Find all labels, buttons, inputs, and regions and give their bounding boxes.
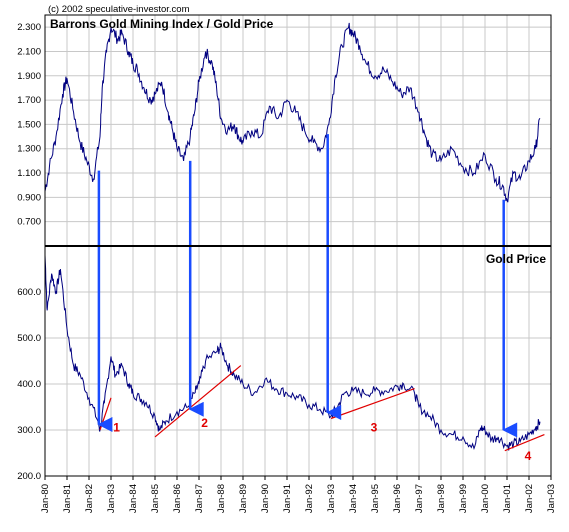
annotation-label-2: 2 (201, 416, 208, 430)
x-tick-label: Jan-95 (370, 484, 381, 513)
support-trendline (504, 434, 545, 452)
annotation-labels: 1 2 3 4 (113, 416, 531, 463)
copyright-text: (c) 2002 speculative-investor.com (48, 4, 190, 15)
support-trendline (330, 388, 415, 420)
lower-y-tick-label: 200.0 (17, 471, 41, 482)
x-tick-label: Jan-91 (282, 484, 293, 513)
upper-y-tick-label: 1.900 (17, 71, 41, 82)
x-tick-label: Jan-92 (304, 484, 315, 513)
x-tick-label: Jan-86 (172, 484, 183, 513)
x-axis: Jan-80 Jan-81 Jan-82 Jan-83 Jan-84 Jan-85 Jan-… (40, 476, 557, 513)
upper-y-tick-label: 0.700 (17, 217, 41, 228)
x-tick-label: Jan-02 (524, 484, 535, 513)
annotation-label-4: 4 (525, 449, 532, 463)
x-tick-label: Jan-00 (480, 484, 491, 513)
lower-y-tick-label: 400.0 (17, 379, 41, 390)
lower-chart-title: Gold Price (486, 252, 546, 266)
upper-y-tick-label: 1.500 (17, 119, 41, 130)
x-tick-label: Jan-88 (216, 484, 227, 513)
x-tick-label: Jan-83 (106, 484, 117, 513)
upper-y-tick-label: 1.700 (17, 95, 41, 106)
x-tick-label: Jan-97 (414, 484, 425, 513)
lower-y-axis: 200.0 300.0 400.0 500.0 600.0 (17, 287, 41, 482)
upper-y-tick-label: 2.300 (17, 22, 41, 33)
x-tick-label: Jan-81 (62, 484, 73, 513)
x-tick-label: Jan-98 (436, 484, 447, 513)
ratio-series-line (44, 22, 541, 203)
series-layer (44, 22, 541, 451)
annotation-label-3: 3 (371, 421, 378, 435)
gold-price-series-line (44, 255, 541, 451)
lower-y-tick-label: 500.0 (17, 333, 41, 344)
x-tick-label: Jan-89 (238, 484, 249, 513)
lower-y-tick-label: 600.0 (17, 287, 41, 298)
upper-y-axis: 0.700 0.900 1.100 1.300 1.500 1.700 1.900 2.100… (17, 22, 41, 228)
x-tick-label: Jan-03 (546, 484, 557, 513)
x-tick-label: Jan-84 (128, 484, 139, 513)
x-tick-label: Jan-85 (150, 484, 161, 513)
x-tick-label: Jan-96 (392, 484, 403, 513)
x-tick-label: Jan-93 (326, 484, 337, 513)
x-tick-label: Jan-80 (40, 484, 51, 513)
support-trendline (154, 365, 242, 438)
x-tick-label: Jan-82 (84, 484, 95, 513)
upper-chart-title: Barrons Gold Mining Index / Gold Price (50, 17, 274, 31)
x-tick-label: Jan-94 (348, 484, 359, 513)
x-tick-label: Jan-99 (458, 484, 469, 513)
x-tick-label: Jan-01 (502, 484, 513, 513)
x-tick-label: Jan-87 (194, 484, 205, 513)
x-tick-label: Jan-90 (260, 484, 271, 513)
upper-y-tick-label: 1.300 (17, 144, 41, 155)
annotation-label-1: 1 (113, 421, 120, 435)
upper-y-tick-label: 1.100 (17, 168, 41, 179)
lower-y-tick-label: 300.0 (17, 425, 41, 436)
plot-frame (44, 14, 552, 477)
arrows (97, 134, 518, 438)
upper-y-tick-label: 0.900 (17, 192, 41, 203)
upper-y-tick-label: 2.100 (17, 46, 41, 57)
